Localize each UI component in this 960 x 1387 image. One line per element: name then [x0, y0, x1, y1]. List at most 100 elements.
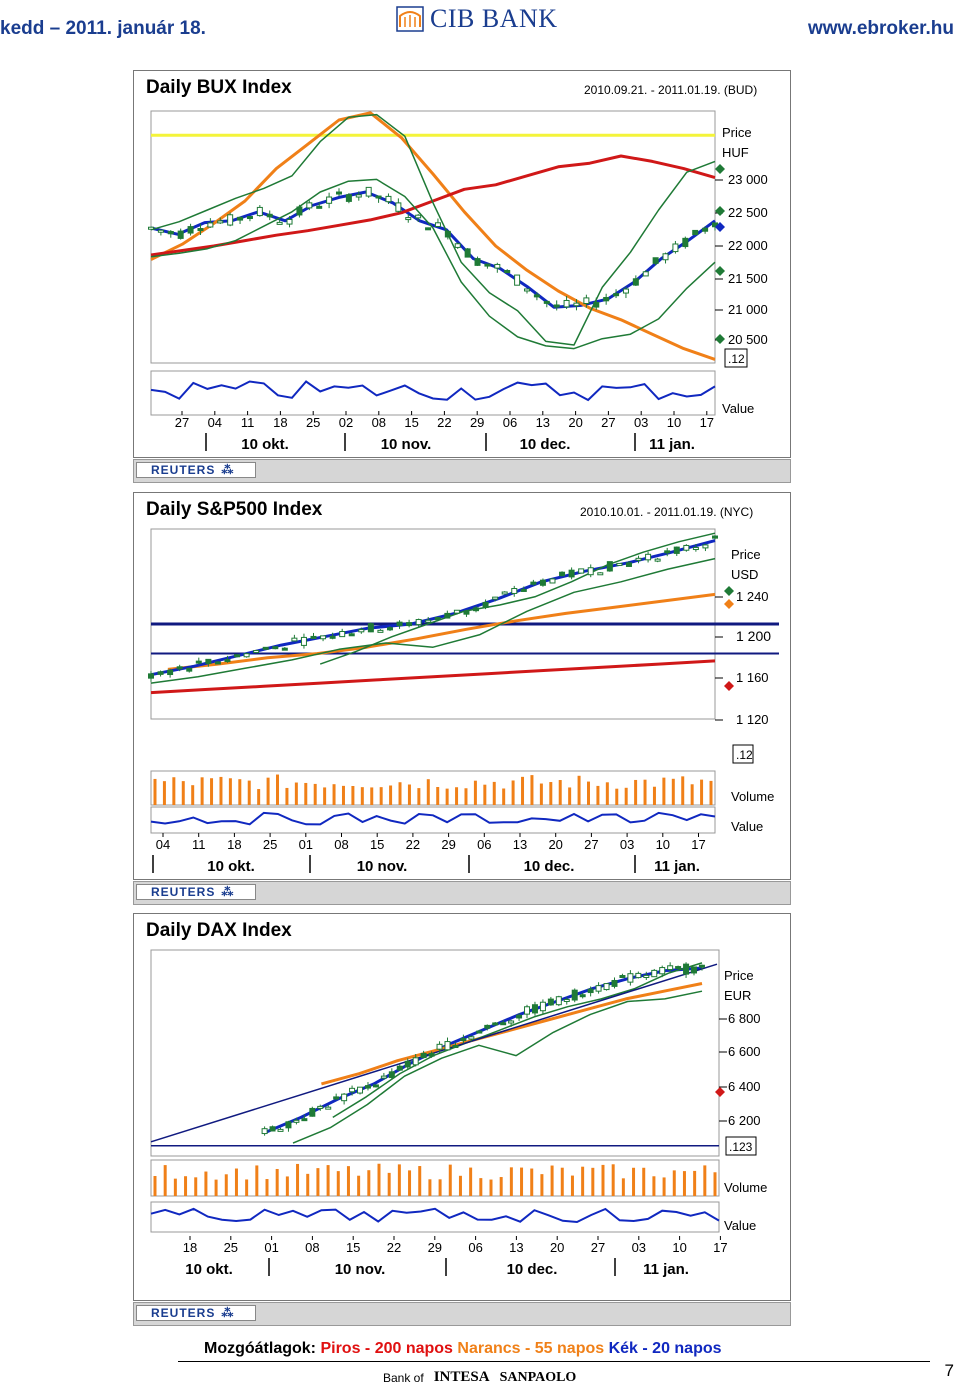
candle-body: [675, 966, 682, 970]
month-label: 10 okt.: [241, 436, 289, 453]
bux-date-range: 2010.09.21. - 2011.01.19. (BUD): [584, 83, 758, 97]
ma-marker: [715, 164, 725, 174]
candle-body: [568, 569, 575, 578]
price-tick-label: 1 120: [736, 712, 769, 727]
month-label: 11 jan.: [643, 1261, 689, 1278]
candle-body: [692, 547, 699, 551]
day-tick-label: 27: [591, 1240, 605, 1255]
day-tick-label: 20: [568, 415, 582, 430]
candle-body: [281, 647, 288, 651]
day-tick-label: 02: [339, 415, 353, 430]
month-label: 10 dec.: [507, 1261, 558, 1278]
candle-body: [329, 635, 336, 639]
series-line-1: [321, 982, 703, 1086]
candle-body: [635, 972, 642, 979]
series-line-1: [150, 111, 716, 361]
candle-body: [386, 627, 393, 631]
candle-body: [261, 1128, 268, 1135]
candle-body: [428, 1052, 435, 1057]
candle-body: [511, 588, 518, 594]
candle-body: [632, 278, 639, 286]
candle-body: [691, 966, 698, 974]
candle-body: [659, 967, 666, 975]
day-tick-label: 01: [299, 837, 313, 852]
candle-body: [476, 1030, 483, 1034]
candle-body: [484, 1024, 491, 1029]
series-line-3: [319, 532, 716, 665]
candle-body: [396, 621, 403, 627]
candle-body: [405, 217, 412, 221]
ma-marker: [715, 334, 725, 344]
candle-body: [246, 216, 253, 220]
candle-body: [651, 969, 658, 978]
candle-body: [358, 629, 365, 633]
cursor-label: .123: [729, 1140, 753, 1154]
candle-body: [606, 561, 613, 572]
candle-body: [579, 994, 586, 998]
day-tick-label: 10: [667, 415, 681, 430]
candle-body: [595, 985, 602, 992]
candle-body: [434, 222, 441, 227]
intesa-logo: Bank of INTESA SANPAOLO: [383, 1369, 576, 1386]
series-line-3: [150, 113, 716, 346]
ma-marker: [715, 266, 725, 276]
candle-body: [355, 194, 362, 198]
price-tick-label: 22 500: [728, 205, 768, 220]
day-tick-label: 29: [428, 1240, 442, 1255]
day-tick-label: 08: [334, 837, 348, 852]
currency-label: USD: [731, 567, 758, 582]
currency-label: HUF: [722, 145, 749, 160]
day-tick-label: 22: [387, 1240, 401, 1255]
month-label: 10 nov.: [381, 436, 432, 453]
day-tick-label: 03: [634, 415, 648, 430]
day-tick-label: 01: [264, 1240, 278, 1255]
value-axis-label: Value: [722, 401, 754, 416]
header-url[interactable]: www.ebroker.hu: [807, 18, 954, 39]
candle-body: [547, 998, 554, 1006]
day-tick-label: 13: [536, 415, 550, 430]
price-tick-label: 23 000: [728, 172, 768, 187]
candle-body: [388, 1071, 395, 1079]
day-tick-label: 17: [713, 1240, 727, 1255]
month-label: 10 okt.: [207, 858, 255, 875]
month-label: 10 nov.: [357, 858, 408, 875]
candle-body: [406, 622, 413, 627]
candle-body: [613, 293, 620, 297]
candle-body: [395, 202, 402, 212]
candle-body: [434, 617, 441, 621]
bux-title: Daily BUX Index: [146, 77, 292, 98]
candle-body: [642, 271, 649, 277]
candle-body: [474, 258, 481, 266]
candle-body: [573, 302, 580, 307]
day-tick-label: 17: [700, 415, 714, 430]
candle-body: [501, 591, 508, 595]
candle-body: [224, 659, 231, 663]
candle-body: [375, 195, 382, 199]
candle-body: [415, 214, 422, 219]
candle-body: [234, 654, 241, 658]
day-tick-label: 18: [227, 837, 241, 852]
candle-body: [345, 194, 352, 202]
ma-marker: [724, 681, 734, 691]
candle-body: [357, 1086, 364, 1094]
value-axis-label: Value: [724, 1218, 756, 1233]
dax-footer: REUTERS ⁂: [133, 1302, 791, 1326]
cursor-label: .12: [728, 352, 745, 366]
price-tick-label: 21 000: [728, 302, 768, 317]
candle-body: [543, 300, 550, 304]
cursor-label: .12: [736, 748, 753, 762]
price-tick-label: 6 200: [728, 1113, 761, 1128]
value-pane: [150, 1201, 720, 1233]
candle-body: [291, 637, 298, 642]
candle-body: [482, 601, 489, 609]
candle-body: [372, 1084, 379, 1088]
candle-body: [555, 996, 562, 1006]
dax-panel: Daily DAX Index Price EUR 6 800 6 600 6 400 6…: [133, 913, 791, 1301]
candle-body: [673, 546, 680, 554]
candle-body: [148, 226, 154, 230]
price-tick-label: 6 800: [728, 1011, 761, 1026]
intesa-label: INTESA: [433, 1369, 490, 1385]
day-tick-label: 13: [513, 837, 527, 852]
volume-axis-label: Volume: [731, 789, 774, 804]
candle-body: [692, 229, 699, 236]
